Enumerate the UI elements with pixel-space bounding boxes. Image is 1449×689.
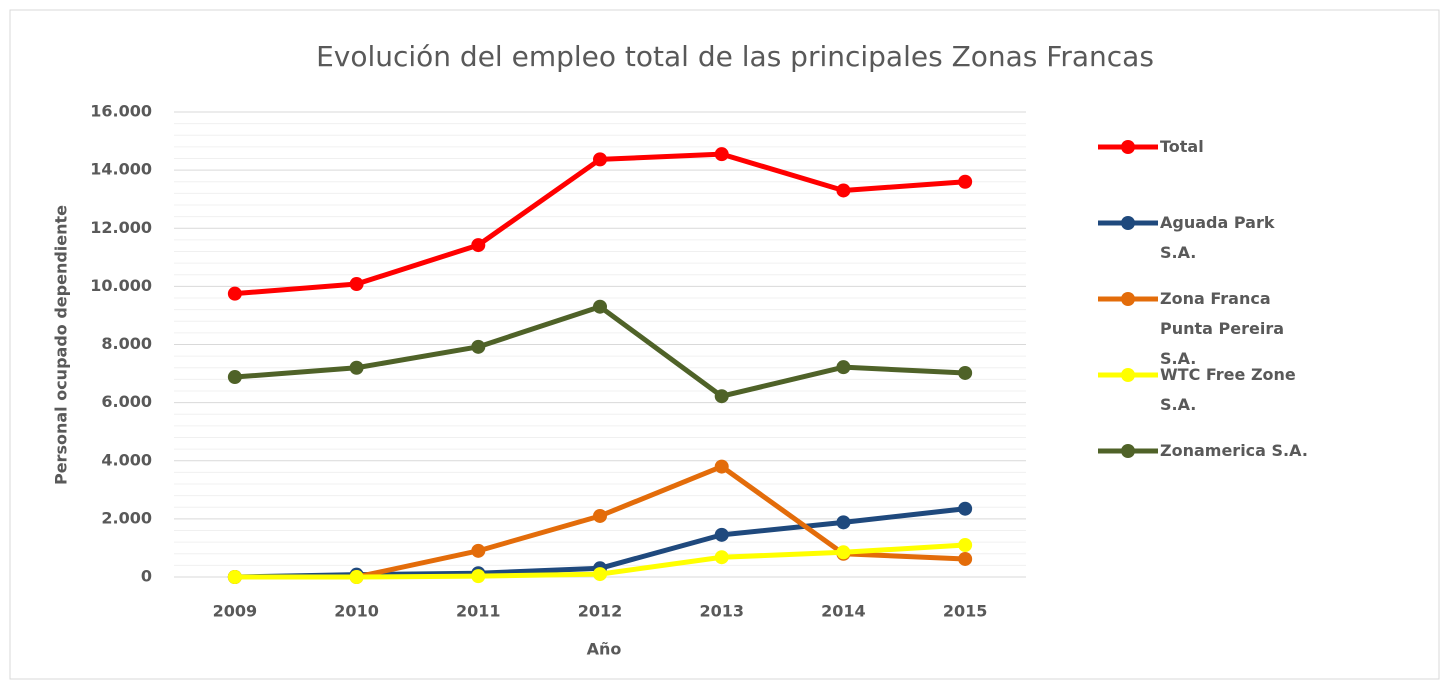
legend-swatch (1098, 292, 1158, 306)
legend-swatch (1098, 444, 1158, 458)
legend-item: Zonamerica S.A. (1098, 436, 1398, 466)
legend-swatch (1098, 140, 1158, 154)
data-point (714, 389, 729, 404)
x-tick-label: 2014 (821, 602, 866, 621)
legend-marker (1121, 292, 1135, 306)
x-tick-label: 2013 (699, 602, 744, 621)
legend-swatch (1098, 216, 1158, 230)
data-point (593, 567, 607, 582)
x-tick-label: 2015 (943, 602, 988, 621)
legend-label: Zonamerica S.A. (1160, 441, 1308, 460)
legend-marker (1121, 216, 1135, 230)
legend-label: WTC Free Zone S.A. (1160, 365, 1296, 414)
legend-item: Zona Franca Punta Pereira S.A. (1098, 284, 1398, 374)
y-tick-label: 14.000 (90, 160, 152, 179)
data-point (471, 339, 486, 354)
data-point (958, 365, 973, 380)
x-tick-label: 2010 (334, 602, 379, 621)
legend-marker (1121, 140, 1135, 154)
y-tick-label: 4.000 (101, 450, 152, 469)
data-point (714, 147, 729, 162)
x-tick-label: 2011 (456, 602, 501, 621)
y-tick-label: 12.000 (90, 218, 152, 237)
data-point (958, 174, 973, 189)
legend-marker (1121, 444, 1135, 458)
y-tick-label: 2.000 (101, 508, 152, 527)
legend-label: Aguada Park S.A. (1160, 213, 1275, 262)
data-point (836, 545, 851, 560)
legend-label: Zona Franca Punta Pereira S.A. (1160, 289, 1285, 368)
y-axis-title: Personal ocupado dependiente (52, 205, 71, 485)
data-point (836, 515, 851, 530)
legend-label: Total (1160, 137, 1204, 156)
y-tick-label: 8.000 (101, 334, 152, 353)
data-point (836, 183, 851, 198)
data-point (958, 538, 973, 553)
data-point (471, 543, 486, 558)
data-point (714, 550, 729, 565)
legend-item: WTC Free Zone S.A. (1098, 360, 1398, 420)
chart-title: Evolución del empleo total de las princi… (316, 40, 1154, 73)
legend-marker (1121, 368, 1135, 382)
data-point (593, 299, 607, 314)
data-point (227, 286, 242, 301)
data-point (227, 570, 242, 584)
data-point (349, 570, 364, 584)
y-tick-label: 0 (141, 567, 152, 586)
data-point (227, 370, 242, 385)
legend-item: Total (1098, 132, 1398, 162)
data-point (471, 238, 486, 253)
y-tick-label: 16.000 (90, 102, 152, 121)
y-tick-label: 6.000 (101, 392, 152, 411)
data-point (958, 551, 973, 566)
data-point (593, 152, 607, 167)
data-point (349, 360, 364, 375)
x-tick-label: 2009 (213, 602, 258, 621)
legend-swatch (1098, 368, 1158, 382)
legend-item: Aguada Park S.A. (1098, 208, 1398, 268)
data-point (714, 459, 729, 474)
data-point (593, 508, 607, 523)
data-point (836, 360, 851, 375)
data-point (714, 527, 729, 542)
data-point (349, 277, 364, 292)
data-point (471, 569, 486, 584)
y-tick-label: 10.000 (90, 276, 152, 295)
x-tick-label: 2012 (578, 602, 623, 621)
data-point (958, 501, 973, 516)
x-axis-title: Año (587, 640, 622, 659)
